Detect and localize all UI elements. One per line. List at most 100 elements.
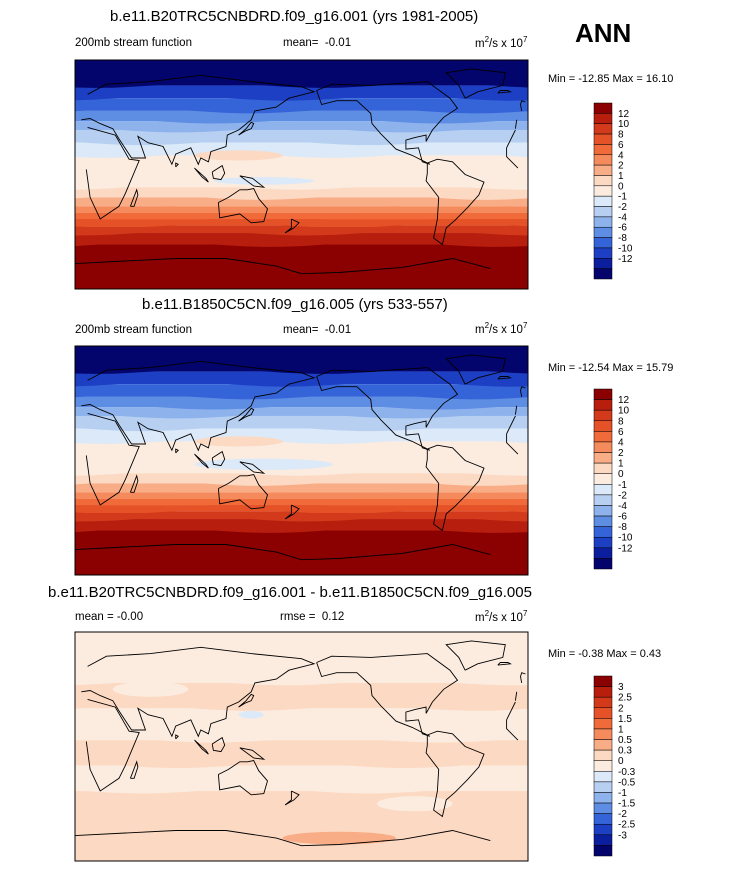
band-edge-7 [75,149,528,158]
colorbar-tick-label: -0.5 [618,777,636,788]
coastline-0 [85,698,519,792]
colorbar-cell-5 [593,441,613,453]
colorbar-tick-label: -4 [618,501,627,512]
coastline-9 [211,450,226,467]
colorbar-tick-label: 2 [618,448,624,459]
colorbar-cell-8 [593,760,613,772]
panel2-units-mid: /s x 10 [489,323,523,336]
band-edge-2 [75,676,528,686]
colorbar-tick-label: -1 [618,788,627,799]
coastline-14 [497,90,512,94]
coastline-9 [211,736,226,753]
colorbar-cell-9 [593,195,613,207]
map-frame [74,631,529,862]
colorbar-cell-4 [593,718,613,730]
colorbar-cell-13 [593,813,613,825]
colorbar-tick-label: 1 [618,724,624,735]
colorbar-cell-15 [593,547,613,559]
colorbar-cell-10 [593,781,613,793]
colorbar-cell-15 [593,834,613,846]
panel2-mean-value: -0.01 [324,324,352,336]
colorbar-cell-9 [593,771,613,783]
coastline-9 [211,164,226,181]
colorbar-tick-label: -8 [618,522,627,533]
band-edge-4 [75,401,528,410]
coastline-13 [284,504,300,520]
colorbar-tick-label: 1.5 [618,714,632,725]
panel1-mean-label: mean= [283,37,319,49]
field-feature-0 [238,710,264,719]
coastline-15 [175,162,179,168]
colorbar-cell-0 [593,388,613,400]
colorbar-cell-6 [593,739,613,751]
band-edge-4 [75,734,528,743]
map-panel-2 [74,345,529,576]
colorbar-tick-label: 0.3 [618,746,632,757]
coastline-11 [239,461,266,474]
colorbar-tick-label: 4 [618,150,624,161]
colorbar-tick-label: -0.3 [618,767,636,778]
coastline-12 [520,672,526,683]
colorbar-tick-label: -2 [618,202,627,213]
coastline-11 [239,747,266,760]
colorbar-cell-3 [593,133,613,145]
band-edge-12 [75,213,528,222]
colorbar-cell-3 [593,420,613,432]
map-panel-3 [74,631,529,862]
coastline-13 [284,790,300,806]
colorbar-cell-11 [593,216,613,228]
band-edge-3 [75,702,528,711]
band-edge-6 [75,785,528,794]
band-edge-3 [75,104,528,114]
field-layer [75,346,528,575]
coastline-0 [85,126,519,220]
coastline-14 [497,376,512,380]
band-edge-9 [75,477,528,486]
colorbar-tick-label: -4 [618,212,627,223]
coastline-7 [129,188,139,207]
colorbar-tick-label: 1 [618,459,624,470]
coastline-4 [425,158,485,246]
coastline-10 [194,453,209,469]
colorbar-cell-7 [593,462,613,474]
colorbar-cell-10 [593,494,613,506]
colorbar-cell-10 [593,206,613,218]
panel3-units-prefix: m [475,611,485,624]
colorbar-cell-6 [593,164,613,176]
colorbar-cell-0 [593,102,613,114]
coastline-12 [520,100,526,111]
colorbar-cell-7 [593,175,613,187]
band-edge-1 [75,79,528,88]
coastline-3 [316,81,459,165]
coastlines [75,68,526,275]
coastline-14 [497,662,512,666]
colorbar-tick-label: 6 [618,140,624,151]
colorbar-cell-13 [593,526,613,538]
panel2-title: b.e11.B1850C5CN.f09_g16.005 (yrs 533-557… [142,296,448,313]
colorbar-cell-9 [593,484,613,496]
coastline-2 [217,187,269,224]
band-edge-6 [75,422,528,432]
panel2-min-max: Min = -12.54 Max = 15.79 [548,362,674,374]
map-frame [74,59,529,290]
colorbar-cell-14 [593,823,613,836]
band-edge-3 [75,390,528,400]
colorbar-tick-label: -8 [618,233,627,244]
colorbar-cell-16 [593,268,613,280]
panel1-units-mid: /s x 10 [489,37,523,50]
field-feature-0 [194,150,283,161]
coastline-5 [445,68,506,99]
coastline-15 [175,448,179,454]
coastline-10 [194,739,209,755]
colorbar-tick-label: -6 [618,223,627,234]
colorbar-cell-1 [593,686,613,698]
lat-band-15 [75,530,528,575]
colorbar-cell-13 [593,237,613,249]
map-frame [74,345,529,576]
band-edge-2 [75,378,528,387]
band-edge-4 [75,115,528,124]
colorbar-3: 32.521.510.50.30-0.3-0.5-1-1.5-2-2.5-3 [593,675,636,857]
band-edge-14 [75,513,528,522]
colorbar-tick-label: 2.5 [618,693,632,704]
